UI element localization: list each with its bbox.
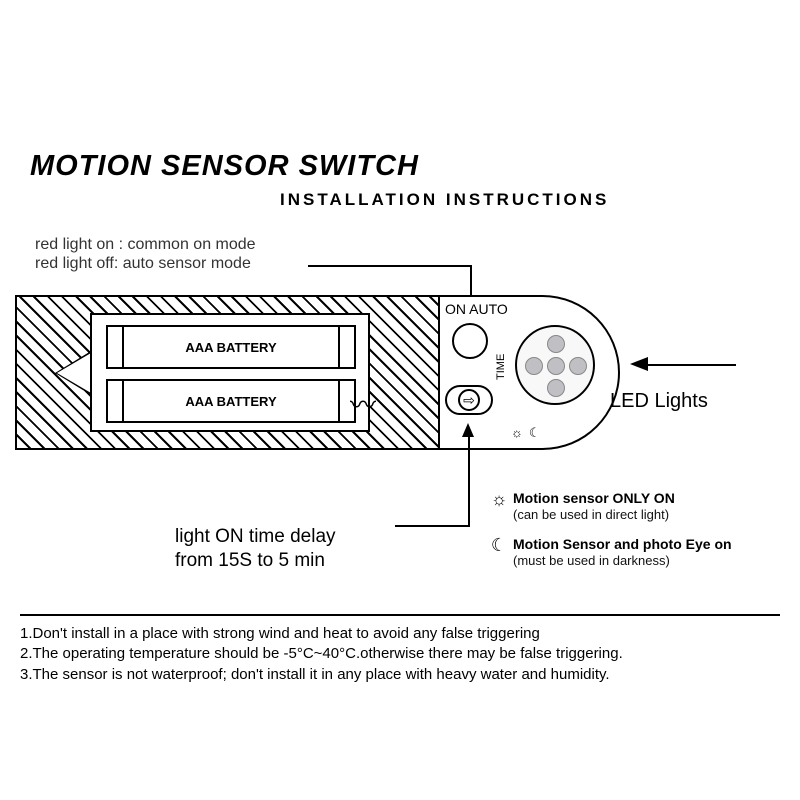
time-label: TIME xyxy=(495,354,507,380)
delay-line-2: from 15S to 5 min xyxy=(175,549,336,573)
time-dial-arrow-icon: ⇨ xyxy=(458,389,480,411)
led-dot xyxy=(547,335,565,353)
led-dot xyxy=(569,357,587,375)
battery-1-label: AAA BATTERY xyxy=(185,340,276,355)
sun-icon: ☼ xyxy=(511,425,523,441)
moon-icon: ☾ xyxy=(485,536,513,554)
notes-section: 1.Don't install in a place with strong w… xyxy=(20,614,780,685)
mode-line-off: red light off: auto sensor mode xyxy=(35,254,256,273)
mode-description: red light on : common on mode red light … xyxy=(35,235,256,273)
battery-spring-icon: 〰 xyxy=(350,385,370,422)
on-auto-label: ON AUTO xyxy=(445,301,508,317)
legend: ☼ Motion sensor ONLY ON (can be used in … xyxy=(485,490,732,583)
battery-compartment: AAA BATTERY AAA BATTERY 〰 xyxy=(90,313,370,432)
led-lights-label: LED Lights xyxy=(610,390,708,413)
battery-1: AAA BATTERY xyxy=(106,325,356,369)
mode-line-on: red light on : common on mode xyxy=(35,235,256,254)
led-dot xyxy=(525,357,543,375)
device-diagram: AAA BATTERY AAA BATTERY 〰 ON AUTO ⇨ TIME… xyxy=(15,295,625,450)
page-subtitle: INSTALLATION INSTRUCTIONS xyxy=(280,190,609,210)
battery-cap xyxy=(108,379,124,423)
sun-moon-indicator: ☼ ☾ xyxy=(511,425,541,441)
legend-moon-sub: (must be used in darkness) xyxy=(513,553,732,569)
note-2: 2.The operating temperature should be -5… xyxy=(20,644,780,664)
slide-arrow-icon xyxy=(57,353,91,393)
sun-icon: ☼ xyxy=(485,490,513,508)
battery-2: AAA BATTERY xyxy=(106,379,356,423)
moon-icon: ☾ xyxy=(529,425,541,441)
legend-sun-sub: (can be used in direct light) xyxy=(513,507,732,523)
on-auto-button xyxy=(452,323,488,359)
led-cluster xyxy=(515,325,595,405)
time-dial: ⇨ xyxy=(445,385,493,415)
callout-line-mode xyxy=(308,265,470,267)
note-1: 1.Don't install in a place with strong w… xyxy=(20,624,780,644)
time-delay-text: light ON time delay from 15S to 5 min xyxy=(175,525,336,573)
callout-line-led xyxy=(646,364,736,366)
legend-moon-row: ☾ Motion Sensor and photo Eye on (must b… xyxy=(485,536,732,568)
battery-cap xyxy=(108,325,124,369)
legend-moon-main: Motion Sensor and photo Eye on xyxy=(513,536,732,553)
battery-cap xyxy=(338,325,354,369)
delay-line-1: light ON time delay xyxy=(175,525,336,549)
legend-sun-main: Motion sensor ONLY ON xyxy=(513,490,732,507)
led-dot xyxy=(547,357,565,375)
callout-line-time-v xyxy=(468,435,470,525)
note-3: 3.The sensor is not waterproof; don't in… xyxy=(20,665,780,685)
legend-sun-row: ☼ Motion sensor ONLY ON (can be used in … xyxy=(485,490,732,522)
callout-line-time-h xyxy=(395,525,470,527)
battery-2-label: AAA BATTERY xyxy=(185,394,276,409)
arrow-up-icon xyxy=(462,423,474,437)
led-dot xyxy=(547,379,565,397)
page-title: MOTION SENSOR SWITCH xyxy=(30,150,419,183)
